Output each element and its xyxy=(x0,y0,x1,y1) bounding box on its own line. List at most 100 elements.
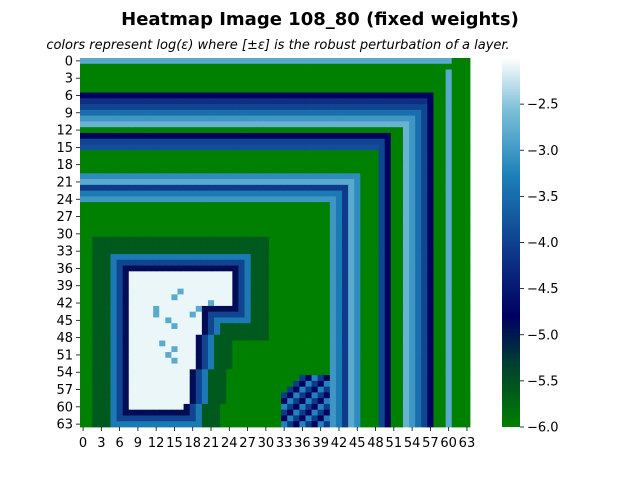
heatmap-cell xyxy=(299,184,306,192)
heatmap-cell xyxy=(147,311,154,318)
heatmap-cell xyxy=(463,340,471,347)
heatmap-cell xyxy=(153,363,160,370)
heatmap-cell xyxy=(317,75,325,82)
heatmap-cell xyxy=(360,58,367,65)
heatmap-cell xyxy=(281,375,288,382)
heatmap-cell xyxy=(232,363,239,370)
heatmap-cell xyxy=(165,334,172,341)
heatmap-cell xyxy=(238,300,245,307)
heatmap-cell xyxy=(147,150,154,157)
heatmap-cell xyxy=(415,132,422,140)
heatmap-cell xyxy=(201,86,209,93)
heatmap-cell xyxy=(415,104,422,111)
heatmap-cell xyxy=(159,219,166,226)
heatmap-cell xyxy=(329,248,337,255)
heatmap-cell xyxy=(153,196,160,203)
heatmap-cell xyxy=(293,386,300,393)
heatmap-cell xyxy=(409,380,416,388)
heatmap-cell xyxy=(415,219,422,226)
heatmap-cell xyxy=(98,421,105,428)
heatmap-cell xyxy=(256,254,264,261)
heatmap-cell xyxy=(86,242,93,249)
heatmap-cell xyxy=(287,328,294,336)
heatmap-cell xyxy=(348,225,355,232)
heatmap-cell xyxy=(372,375,379,382)
heatmap-cell xyxy=(433,121,440,128)
heatmap-cell xyxy=(183,386,191,393)
heatmap-cell xyxy=(268,150,276,157)
heatmap-cell xyxy=(396,403,404,411)
heatmap-cell xyxy=(439,288,447,295)
heatmap-cell xyxy=(275,150,282,157)
heatmap-cell xyxy=(433,340,440,347)
heatmap-cell xyxy=(329,328,337,336)
heatmap-cell xyxy=(128,225,136,232)
heatmap-cell xyxy=(159,369,166,376)
heatmap-cell xyxy=(134,363,142,370)
heatmap-cell xyxy=(445,202,453,209)
heatmap-cell xyxy=(250,121,258,128)
heatmap-cell xyxy=(463,156,471,163)
heatmap-cell xyxy=(396,161,404,168)
heatmap-cell xyxy=(317,305,325,313)
heatmap-cell xyxy=(195,386,203,393)
heatmap-cell xyxy=(415,127,422,134)
heatmap-cell xyxy=(451,98,459,105)
heatmap-cell xyxy=(201,398,209,405)
heatmap-cell xyxy=(134,161,142,168)
heatmap-cell xyxy=(281,380,288,388)
heatmap-cell xyxy=(86,323,93,330)
heatmap-cell xyxy=(128,421,136,428)
heatmap-cell xyxy=(287,207,294,215)
heatmap-cell xyxy=(250,294,258,301)
heatmap-cell xyxy=(463,213,471,220)
heatmap-cell xyxy=(195,230,203,238)
heatmap-cell xyxy=(335,213,343,220)
heatmap-cell xyxy=(433,127,440,134)
heatmap-cell xyxy=(311,346,319,353)
heatmap-cell xyxy=(335,375,343,382)
heatmap-cell xyxy=(159,104,166,111)
heatmap-cell xyxy=(80,81,87,88)
heatmap-cell xyxy=(323,190,331,197)
heatmap-cell xyxy=(439,127,447,134)
heatmap-cell xyxy=(311,254,319,261)
heatmap-cell xyxy=(299,254,306,261)
heatmap-cell xyxy=(207,63,215,70)
heatmap-cell xyxy=(445,109,453,117)
heatmap-cell xyxy=(433,300,440,307)
heatmap-cell xyxy=(122,132,130,140)
heatmap-cell xyxy=(110,86,117,93)
heatmap-cell xyxy=(445,282,453,290)
heatmap-cell xyxy=(354,179,361,186)
heatmap-cell xyxy=(98,58,105,65)
heatmap-cell xyxy=(335,259,343,266)
heatmap-cell xyxy=(183,300,191,307)
y-tick-label: 6 xyxy=(65,89,73,104)
heatmap-cell xyxy=(402,230,410,238)
heatmap-cell xyxy=(238,317,245,324)
heatmap-cell xyxy=(433,236,440,243)
heatmap-cell xyxy=(256,271,264,278)
heatmap-cell xyxy=(305,92,312,99)
heatmap-cell xyxy=(287,132,294,140)
heatmap-cell xyxy=(128,288,136,295)
heatmap-cell xyxy=(116,392,124,399)
heatmap-cell xyxy=(189,375,197,382)
heatmap-cell xyxy=(409,150,416,157)
heatmap-cell xyxy=(445,69,453,76)
heatmap-cell xyxy=(390,225,398,232)
heatmap-cell xyxy=(214,58,221,65)
heatmap-cell xyxy=(335,409,343,416)
heatmap-cell xyxy=(165,196,172,203)
heatmap-cell xyxy=(445,323,453,330)
heatmap-cell xyxy=(287,92,294,99)
heatmap-cell xyxy=(86,196,93,203)
heatmap-cell xyxy=(262,213,270,220)
heatmap-cell xyxy=(323,265,331,272)
heatmap-cell xyxy=(293,271,300,278)
heatmap-cell xyxy=(153,207,160,215)
heatmap-cell xyxy=(207,317,215,324)
heatmap-cell xyxy=(293,254,300,261)
heatmap-cell xyxy=(256,132,264,140)
